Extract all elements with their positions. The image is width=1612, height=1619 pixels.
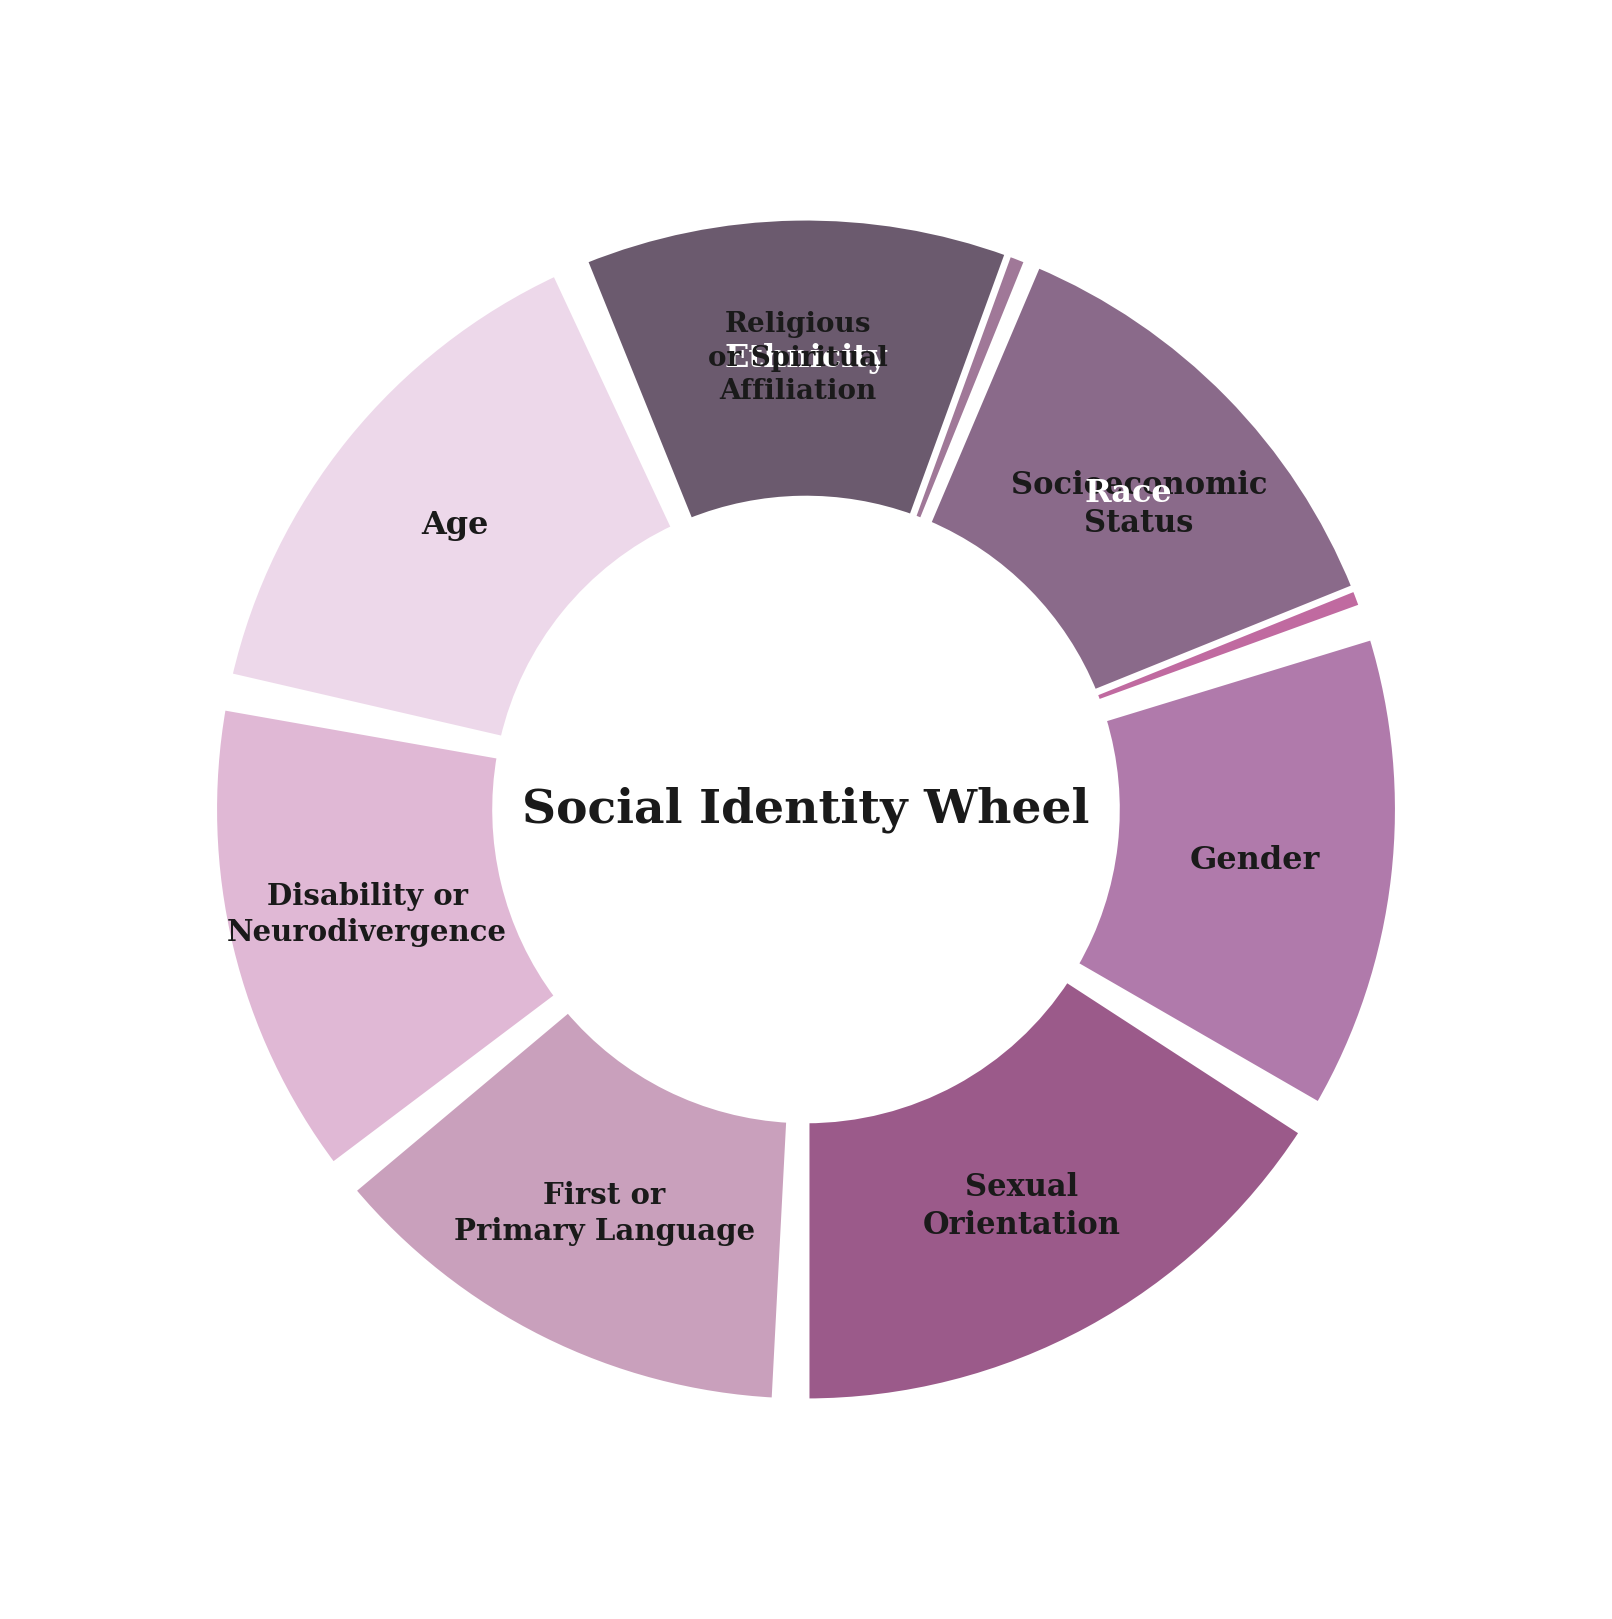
Wedge shape [214,706,558,1166]
Text: Ethnicity: Ethnicity [725,343,887,374]
Text: Gender: Gender [1190,845,1320,876]
Text: Disability or
Neurodivergence: Disability or Neurodivergence [227,882,508,947]
Wedge shape [1075,636,1398,1106]
Wedge shape [806,978,1302,1402]
Text: Sexual
Orientation: Sexual Orientation [922,1172,1120,1240]
Text: Socioeconomic
Status: Socioeconomic Status [1011,470,1267,539]
Wedge shape [584,217,1028,521]
Wedge shape [351,1009,790,1400]
Wedge shape [927,264,1356,693]
Text: Religious
or Spiritual
Affiliation: Religious or Spiritual Affiliation [708,311,888,405]
Text: First or
Primary Language: First or Primary Language [455,1180,754,1247]
Text: Age: Age [422,510,488,541]
Text: Social Identity Wheel: Social Identity Wheel [522,787,1090,832]
Wedge shape [229,272,675,740]
Text: Race: Race [1085,478,1172,508]
Wedge shape [584,217,1009,521]
Wedge shape [937,272,1362,703]
